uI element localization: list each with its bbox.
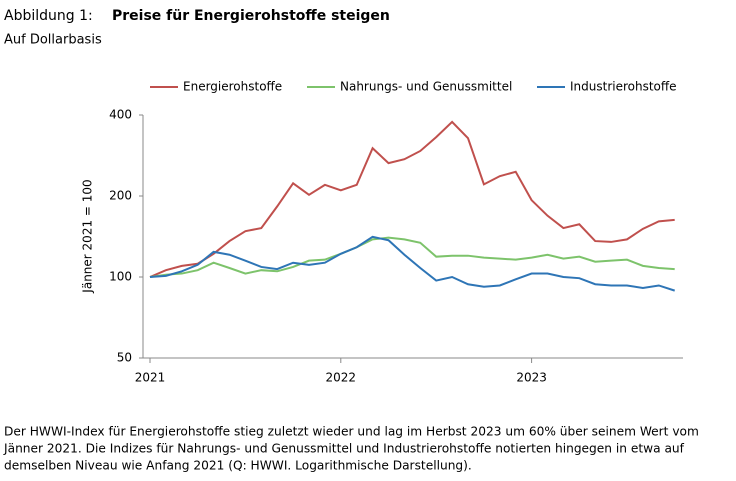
chart-title: Preise für Energierohstoffe steigen <box>112 8 390 24</box>
x-tick-label: 2022 <box>326 371 357 385</box>
x-tick-label: 2021 <box>135 371 166 385</box>
note-line: Jänner 2021. Die Indizes für Nahrungs- u… <box>3 442 685 456</box>
y-tick-label: 400 <box>109 108 132 122</box>
subtitle: Auf Dollarbasis <box>4 33 102 48</box>
legend-label: Industrierohstoffe <box>570 80 677 94</box>
y-tick-label: 200 <box>109 189 132 203</box>
y-tick-label: 100 <box>109 270 132 284</box>
series-line <box>149 235 676 292</box>
legend-label: Nahrungs- und Genussmittel <box>340 80 512 94</box>
y-axis-label: Jänner 2021 = 100 <box>81 179 95 293</box>
y-tick-label: 50 <box>117 351 132 365</box>
title-prefix: Abbildung 1: <box>4 8 93 24</box>
note-line: demselben Niveau wie Anfang 2021 (Q: HWW… <box>4 459 472 473</box>
series-line <box>149 120 675 278</box>
legend-label: Energierohstoffe <box>183 80 282 94</box>
x-tick-label: 2023 <box>516 371 547 385</box>
note-line: Der HWWI-Index für Energierohstoffe stie… <box>4 425 699 439</box>
series-line <box>149 236 675 278</box>
